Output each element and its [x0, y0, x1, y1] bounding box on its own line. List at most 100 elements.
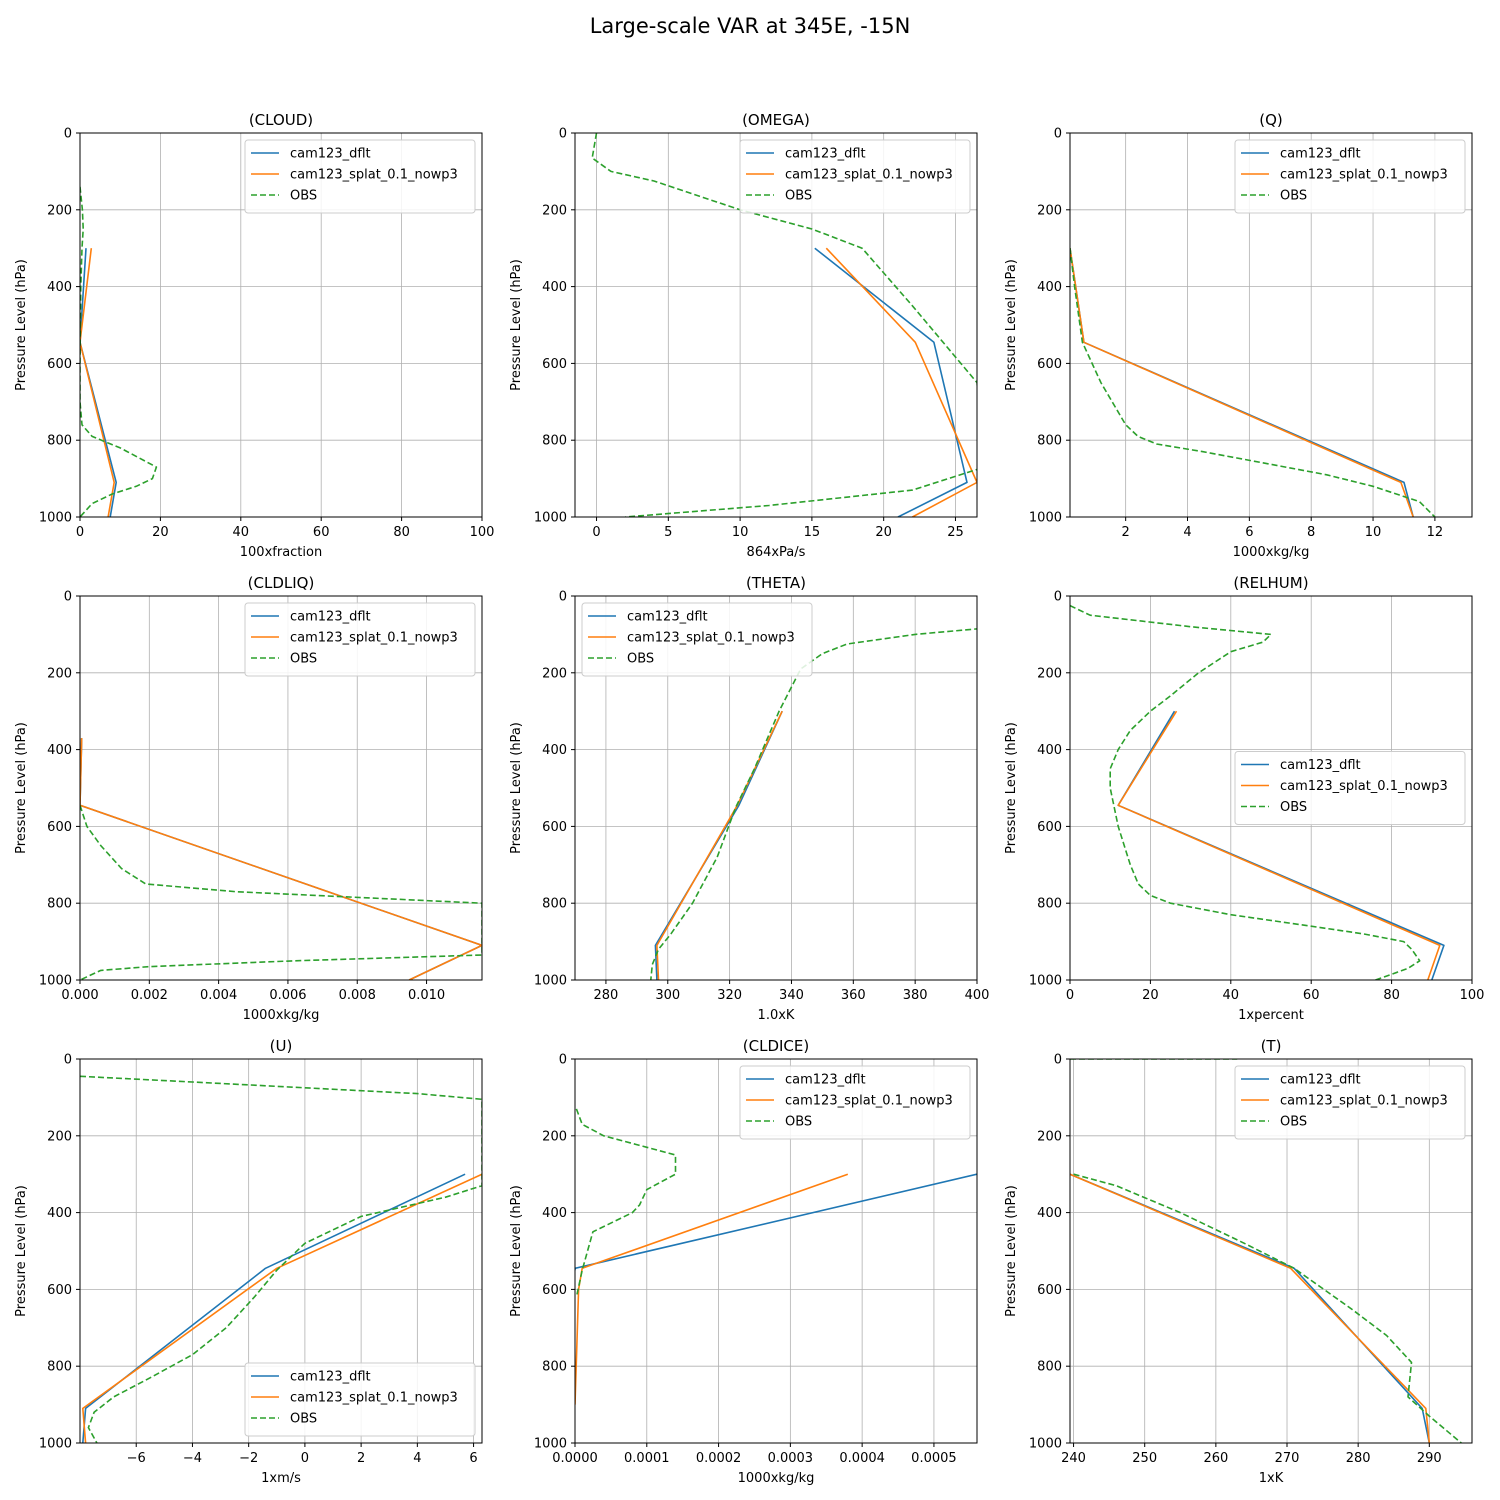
- axes-frame: [1069, 132, 1473, 518]
- x-tick-label: 0: [1066, 988, 1074, 1003]
- x-tick-label: 2: [1122, 525, 1130, 540]
- y-axis-label: Pressure Level (hPa): [509, 259, 524, 391]
- y-tick-label: 600: [542, 820, 567, 835]
- x-tick-label: 20: [875, 525, 892, 540]
- x-tick-label: 0.010: [408, 988, 445, 1003]
- x-tick-label: 10: [732, 525, 749, 540]
- x-tick-label: 15: [804, 525, 821, 540]
- legend-label: cam123_dflt: [785, 147, 866, 162]
- legend-label: cam123_dflt: [785, 1073, 866, 1088]
- y-tick-label: 600: [542, 1283, 567, 1298]
- legend-label: cam123_splat_0.1_nowp3: [627, 631, 795, 646]
- legend-label: cam123_splat_0.1_nowp3: [1280, 1094, 1448, 1109]
- series-line-obs: [80, 1075, 482, 1443]
- y-tick-label: 800: [1037, 1360, 1062, 1375]
- x-tick-label: 0.002: [131, 988, 168, 1003]
- legend: cam123_dflt cam123_splat_0.1_nowp3 OBS: [739, 139, 971, 214]
- x-axis-label: 1xm/s: [261, 1471, 301, 1486]
- y-tick-label: 1000: [39, 974, 72, 989]
- y-tick-label: 800: [542, 1360, 567, 1375]
- x-tick-label: 340: [779, 988, 804, 1003]
- y-tick-label: 0: [559, 127, 567, 142]
- x-tick-label: 250: [1132, 1451, 1157, 1466]
- x-tick-label: 0.0004: [839, 1451, 885, 1466]
- x-tick-label: 300: [655, 988, 680, 1003]
- y-axis-label: Pressure Level (hPa): [1004, 1185, 1019, 1317]
- x-tick-label: 12: [1427, 525, 1444, 540]
- legend-label: cam123_dflt: [1280, 758, 1361, 773]
- y-tick-label: 200: [1037, 203, 1062, 218]
- y-tick-label: 200: [542, 1129, 567, 1144]
- y-tick-label: 1000: [1029, 1437, 1062, 1452]
- x-tick-label: 100: [1460, 988, 1485, 1003]
- panel-title: (U): [270, 1037, 293, 1055]
- x-axis-label: 1000xkg/kg: [738, 1471, 815, 1486]
- legend-label: cam123_splat_0.1_nowp3: [785, 168, 953, 183]
- legend-label: OBS: [1280, 189, 1307, 204]
- panel-t: 240 250 260 270 280 290 0 200 400 600 800 1000 (T) 1x…: [1004, 1037, 1473, 1486]
- y-axis-label: Pressure Level (hPa): [509, 722, 524, 854]
- legend: cam123_dflt cam123_splat_0.1_nowp3 OBS: [581, 602, 813, 677]
- series-line-cam123-dflt: [1070, 248, 1414, 517]
- legend-label: OBS: [785, 189, 812, 204]
- x-axis-label: 1000xkg/kg: [1233, 545, 1310, 560]
- legend-label: OBS: [627, 652, 654, 667]
- panel-cldice: 0.0000 0.0001 0.0002 0.0003 0.0004 0.0005 0 200…: [509, 1037, 978, 1486]
- x-tick-label: 360: [841, 988, 866, 1003]
- legend-label: cam123_splat_0.1_nowp3: [290, 1391, 458, 1406]
- series-line-cam123-splat-0-1-nowp3: [1117, 710, 1441, 980]
- series-line-cam123-splat-0-1-nowp3: [80, 738, 482, 980]
- y-tick-label: 0: [559, 590, 567, 605]
- y-tick-label: 1000: [534, 511, 567, 526]
- legend-label: OBS: [1280, 1115, 1307, 1130]
- x-tick-label: 280: [594, 988, 619, 1003]
- series-line-cam123-splat-0-1-nowp3: [82, 1173, 482, 1443]
- y-tick-label: 1000: [39, 511, 72, 526]
- y-tick-label: 0: [64, 590, 72, 605]
- legend: cam123_dflt cam123_splat_0.1_nowp3 OBS: [1234, 139, 1466, 214]
- y-tick-label: 1000: [534, 974, 567, 989]
- x-tick-label: 2: [357, 1451, 365, 1466]
- series-line-cam123-dflt: [1070, 1173, 1431, 1443]
- x-tick-label: 0.0002: [696, 1451, 742, 1466]
- series-line-cam123-splat-0-1-nowp3: [1070, 248, 1414, 517]
- series-line-cam123-dflt: [1117, 710, 1445, 980]
- panel-title: (RELHUM): [1233, 574, 1308, 592]
- series-line-cam123-dflt: [80, 738, 482, 980]
- y-tick-label: 0: [1054, 590, 1062, 605]
- panel-title: (OMEGA): [742, 111, 810, 129]
- y-tick-label: 0: [64, 1053, 72, 1068]
- axes-frame: [79, 132, 483, 518]
- y-tick-label: 600: [1037, 1283, 1062, 1298]
- panel-title: (T): [1261, 1037, 1282, 1055]
- x-tick-label: 0.0005: [911, 1451, 957, 1466]
- x-tick-label: 60: [1303, 988, 1320, 1003]
- y-tick-label: 200: [1037, 1129, 1062, 1144]
- panel-cloud: 0 20 40 60 80 10002004006008001000(CLOUD)100x…: [14, 111, 494, 560]
- x-tick-label: 20: [1142, 988, 1159, 1003]
- y-tick-label: 800: [542, 434, 567, 449]
- legend: cam123_dflt cam123_splat_0.1_nowp3 OBS: [244, 1362, 476, 1437]
- y-tick-label: 400: [542, 280, 567, 295]
- axes-frame: [574, 132, 978, 518]
- x-axis-label: 864xPa/s: [747, 545, 806, 560]
- axes-frame: [79, 1058, 483, 1444]
- x-tick-label: 80: [393, 525, 410, 540]
- legend-label: cam123_dflt: [1280, 1073, 1361, 1088]
- legend-label: cam123_splat_0.1_nowp3: [785, 1094, 953, 1109]
- series-line-obs: [80, 186, 158, 517]
- legend-label: cam123_splat_0.1_nowp3: [1280, 168, 1448, 183]
- x-tick-label: 4: [1183, 525, 1191, 540]
- axes-frame: [1069, 1058, 1473, 1444]
- x-tick-label: 270: [1275, 1451, 1300, 1466]
- x-axis-label: 1.0xK: [758, 1008, 795, 1023]
- panel-title: (THETA): [746, 574, 806, 592]
- legend: cam123_dflt cam123_splat_0.1_nowp3 OBS: [244, 602, 476, 677]
- y-tick-label: 400: [542, 743, 567, 758]
- axes-frame: [574, 1058, 978, 1444]
- legend-label: OBS: [290, 652, 317, 667]
- legend-label: cam123_dflt: [290, 147, 371, 162]
- panel-title: (CLDLIQ): [248, 574, 315, 592]
- x-axis-label: 100xfraction: [240, 545, 322, 560]
